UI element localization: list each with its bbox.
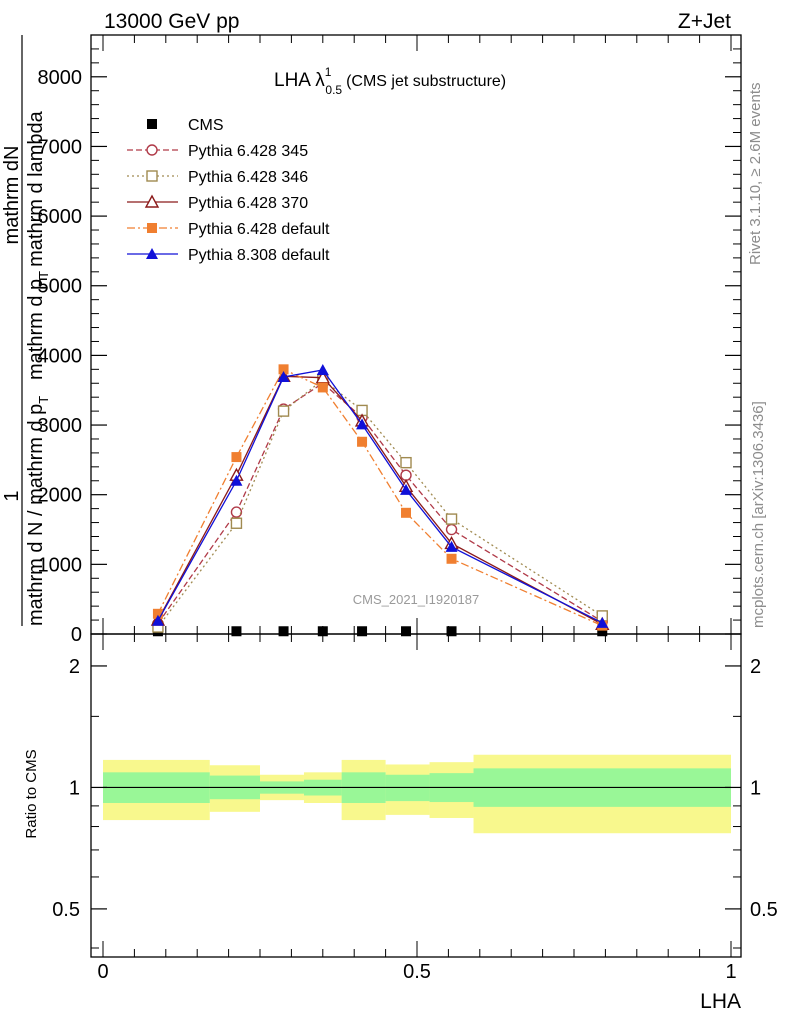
ratio-ytick-label-0: 0.5	[52, 899, 80, 921]
point-p6def-1	[231, 452, 242, 463]
ytick-label-8: 8000	[38, 67, 83, 89]
ratio-ytick-label-right-0: 0.5	[750, 899, 778, 921]
ylabel-inner-text: mathrm d p	[25, 279, 47, 380]
ylabel-inner-lambda: mathrm d lambda	[25, 110, 47, 266]
point-cms-5	[401, 626, 412, 637]
ytick-label-0: 0	[71, 624, 82, 646]
ylabel-one: 1	[1, 490, 23, 501]
ratio-ytick-label-right-1: 1	[750, 777, 761, 799]
point-p8def-6	[445, 540, 458, 552]
y-axis-label: 1 mathrm dN mathrm d N / mathrm d pT mat…	[1, 35, 51, 626]
legend-label-p6def: Pythia 6.428 default	[188, 221, 330, 238]
series-line-p370	[157, 375, 603, 625]
legend-marker-p345	[146, 144, 158, 156]
point-p6def-2	[278, 364, 289, 375]
point-p8def-4	[356, 418, 369, 430]
ylabel-inner-T: T	[36, 271, 51, 279]
legend: CMS Pythia 6.428 345 Pythia 6.428 346 Pythi…	[127, 117, 330, 264]
legend-label-p8def: Pythia 8.308 default	[188, 247, 330, 264]
ytick-label-4: 4000	[38, 345, 83, 367]
point-p345-5	[400, 469, 412, 481]
header-left: 13000 GeV pp	[104, 10, 239, 33]
point-cms-3	[317, 626, 328, 637]
point-p6def-5	[401, 507, 412, 518]
point-p8def-1	[230, 474, 243, 486]
ylabel-inner: mathrm d pTmathrm d lambda	[25, 110, 51, 380]
ytick-label-3: 3000	[38, 415, 83, 437]
series-cms	[152, 626, 608, 637]
series-line-p8def	[157, 369, 603, 624]
mcplots-label: mcplots.cern.ch [arXiv:1306.3436]	[750, 401, 767, 628]
title-suffix: (CMS jet substructure)	[346, 73, 506, 90]
watermark: CMS_2021_I1920187	[353, 592, 480, 607]
x-axis-label: LHA	[700, 990, 741, 1013]
legend-marker-p6def	[147, 223, 157, 233]
xtick-label-0: 0	[97, 961, 108, 983]
main-plot-panel: 0 1000 2000 3000 4000 5000 6000 7000 8000	[38, 34, 742, 646]
title-main: LHA λ	[274, 70, 325, 91]
point-p6def-3	[317, 382, 328, 393]
ratio-ylabel: Ratio to CMS	[23, 749, 40, 838]
point-cms-1	[231, 626, 242, 637]
legend-marker-p8def	[146, 248, 158, 259]
ratio-ytick-label-right-2: 2	[750, 656, 761, 678]
ytick-label-6: 6000	[38, 206, 83, 228]
xtick-label-2: 1	[725, 961, 736, 983]
rivet-label: Rivet 3.1.10, ≥ 2.6M events	[747, 83, 764, 266]
point-p8def-7	[596, 616, 609, 628]
series-p370	[150, 368, 610, 630]
series-line-p346	[157, 378, 603, 628]
ylabel-denominator: mathrm d N / mathrm d pT	[25, 396, 51, 626]
legend-marker-p370	[144, 194, 160, 208]
legend-label-p345: Pythia 6.428 345	[188, 143, 308, 160]
xtick-label-1: 0.5	[403, 961, 431, 983]
point-p6def-0	[152, 608, 163, 619]
ratio-ytick-label-2: 2	[69, 656, 80, 678]
legend-marker-p346	[146, 170, 158, 182]
point-p345-6	[445, 523, 458, 536]
point-cms-4	[357, 626, 368, 637]
bottom-frame	[90, 633, 742, 958]
point-p8def-5	[400, 483, 413, 495]
plot-title: LHA λ1 0.5 (CMS jet substructure)	[274, 65, 506, 97]
point-cms-2	[278, 626, 289, 637]
point-cms-6	[446, 626, 457, 637]
point-p8def-3	[316, 364, 329, 376]
point-p346-5	[400, 456, 412, 469]
title-sub: 0.5	[325, 83, 342, 97]
ylabel-den-T: T	[36, 396, 51, 404]
legend-label-p346: Pythia 6.428 346	[188, 169, 308, 186]
ylabel-den-text: mathrm d N / mathrm d p	[25, 404, 47, 626]
ytick-label-1: 1000	[38, 554, 83, 576]
point-p346-2	[277, 405, 290, 417]
ytick-label-7: 7000	[38, 136, 83, 158]
point-p346-6	[445, 513, 458, 525]
legend-label-p370: Pythia 6.428 370	[188, 195, 308, 212]
header-right: Z+Jet	[678, 10, 731, 33]
point-p345-1	[230, 506, 243, 518]
ylabel-numerator: mathrm dN	[1, 146, 23, 245]
point-p8def-2	[277, 370, 290, 382]
point-cms-7	[597, 626, 608, 637]
ytick-label-2: 2000	[38, 485, 83, 507]
title-sup: 1	[325, 65, 332, 79]
point-p346-1	[230, 517, 243, 529]
series-p8def	[151, 364, 609, 628]
ytick-label-5: 5000	[38, 276, 83, 298]
ratio-plot-panel: 0.5 0.5 1 1 2 2 0 0.5 1	[52, 633, 778, 983]
legend-marker-cms	[147, 119, 157, 129]
ratio-ytick-label-1: 1	[69, 777, 80, 799]
point-p8def-0	[151, 614, 164, 626]
point-p6def-6	[446, 553, 457, 564]
point-p6def-4	[357, 436, 368, 447]
legend-label-cms: CMS	[188, 117, 224, 134]
series-line-p345	[157, 382, 603, 624]
